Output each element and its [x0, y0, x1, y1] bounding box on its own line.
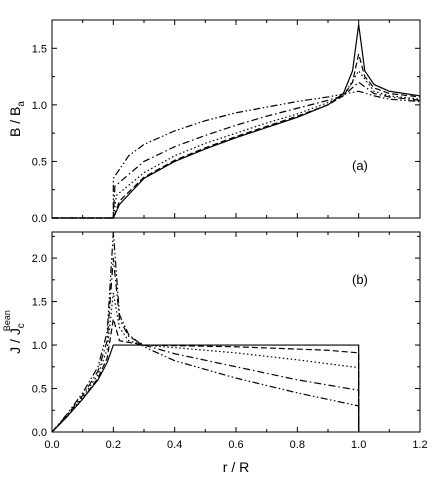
y-tick-label: 1.0 [32, 100, 47, 112]
series-dash-line [52, 53, 421, 219]
y-axis-title-sub: a [16, 101, 27, 107]
series-dot-line [51, 292, 360, 433]
panel-label: (a) [352, 158, 368, 173]
x-tick-label: 0.0 [44, 439, 59, 451]
y-axis-title-main: B / B [7, 107, 23, 137]
y-tick-label: 1.0 [32, 340, 47, 352]
series-dash-line [51, 318, 360, 433]
y-axis-title-sub: c [16, 323, 27, 328]
y-tick-label: 0.0 [32, 213, 47, 225]
y-axis-title-main: J / J [7, 328, 23, 354]
series-dashdot-line [52, 81, 421, 219]
x-tick-label: 1.2 [412, 439, 427, 451]
x-axis-title: r / R [223, 459, 249, 475]
y-tick-label: 0.5 [32, 384, 47, 396]
series-solid-line [51, 344, 360, 433]
plot-frame [51, 19, 421, 219]
panel-a: 0.0 0.5 1.0 1.5 (a) B / Ba [7, 19, 421, 225]
panel-b: 0.0 0.5 1.0 1.5 2.0 0.0 0.2 0.4 0.6 0.8 1.0 1.2 (b) J… [2, 231, 428, 475]
panel-label: (b) [352, 272, 368, 287]
y-axis-title-sup: Bean [2, 310, 12, 331]
series-dot-line [52, 69, 421, 219]
series-dashdotdot-line [51, 231, 360, 433]
series-dashdotdot-line [52, 90, 421, 219]
y-tick-label: 0.0 [32, 427, 47, 439]
x-tick-label: 1.0 [351, 439, 366, 451]
y-tick-label: 1.5 [32, 297, 47, 309]
x-tick-label: 0.4 [167, 439, 182, 451]
x-tick-label: 0.6 [228, 439, 243, 451]
series-dashdot-line [51, 258, 360, 433]
x-tick-label: 0.2 [106, 439, 121, 451]
y-axis-title: J / Jc Bean [2, 310, 27, 354]
y-tick-label: 1.5 [32, 43, 47, 55]
y-tick-label: 2.0 [32, 253, 47, 265]
y-axis-title: B / Ba [7, 101, 27, 137]
x-tick-label: 0.8 [290, 439, 305, 451]
y-tick-label: 0.5 [32, 156, 47, 168]
series-solid-line [52, 24, 421, 219]
